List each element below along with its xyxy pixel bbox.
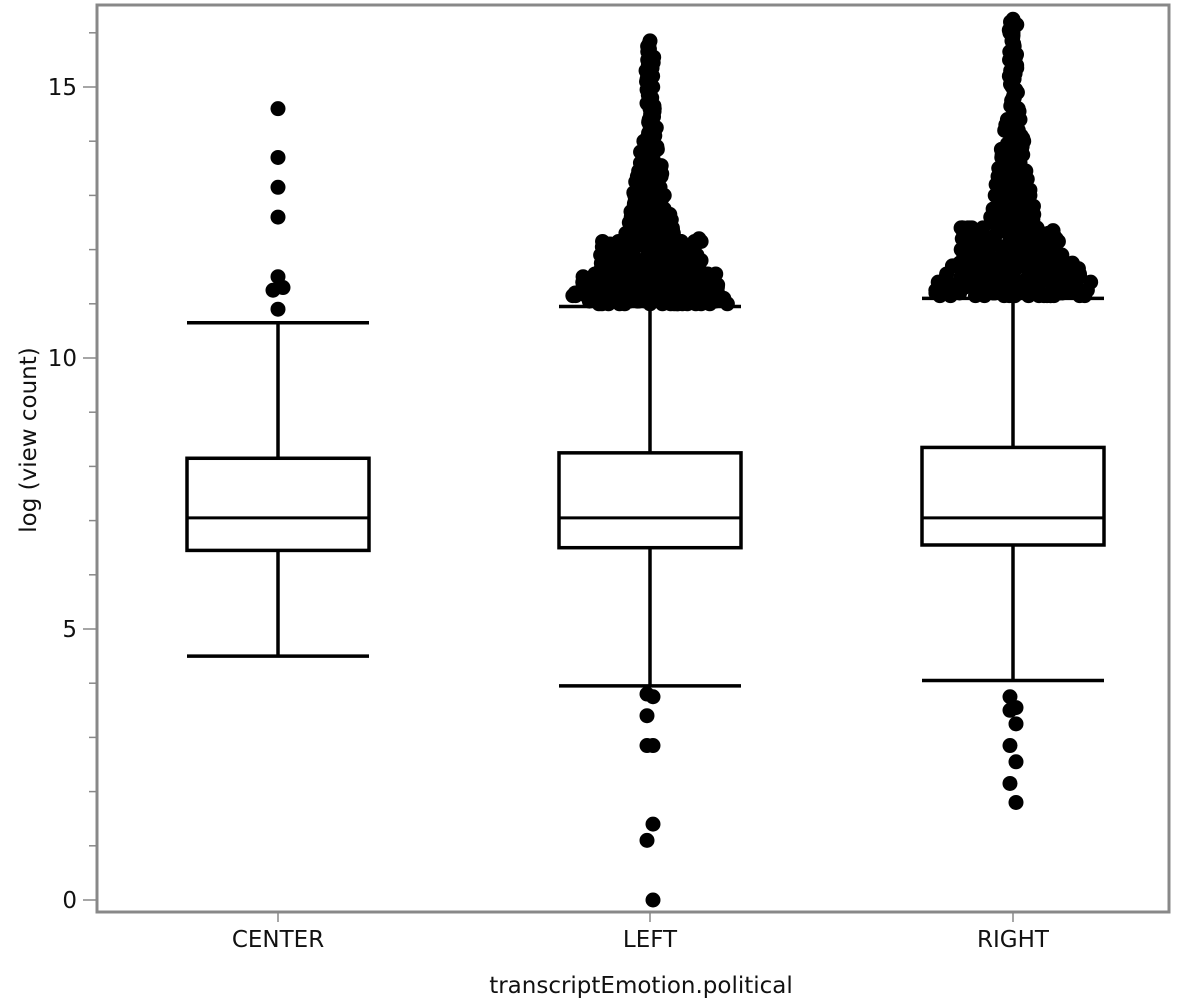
outlier-point (708, 266, 724, 282)
outlier-point (639, 708, 655, 724)
iqr-box (920, 445, 1106, 547)
box-left (557, 33, 743, 908)
outlier-point (1005, 68, 1021, 84)
outlier-point (1005, 177, 1021, 193)
outlier-point (639, 738, 655, 754)
outlier-point (1008, 716, 1024, 732)
outlier-point (1005, 166, 1021, 182)
outlier-point (1002, 738, 1018, 754)
outlier-point (642, 242, 658, 258)
y-axis-title: log (view count) (16, 347, 42, 532)
outlier-point (639, 832, 655, 848)
boxes-layer (185, 11, 1106, 908)
box-center (185, 101, 371, 658)
outlier-point (1005, 252, 1021, 268)
x-tick-label: CENTER (232, 927, 324, 953)
y-tick-label: 0 (62, 888, 77, 914)
plot-frame (95, 3, 1171, 914)
outlier-point (642, 133, 658, 149)
outlier-point (1045, 223, 1061, 239)
outlier-point (1005, 57, 1021, 73)
outlier-point (645, 816, 661, 832)
x-axis-title: transcriptEmotion.political (489, 973, 793, 999)
outlier-point (1005, 231, 1021, 247)
outlier-point (642, 209, 658, 225)
outlier-point (1005, 90, 1021, 106)
y-axis: 0 5 10 15 (48, 32, 97, 914)
outlier-point (642, 231, 658, 247)
iqr-box (557, 451, 743, 550)
outlier-point (642, 198, 658, 214)
outlier-point (642, 155, 658, 171)
iqr-box (185, 456, 371, 553)
y-tick-label: 5 (62, 617, 77, 643)
outlier-point (642, 60, 658, 76)
outlier-point (1005, 155, 1021, 171)
outlier-point (1002, 702, 1018, 718)
outlier-point (270, 301, 286, 317)
y-tick-label: 10 (48, 346, 77, 372)
y-tick-label: 15 (48, 75, 77, 101)
outlier-point (642, 33, 658, 49)
outlier-point (645, 689, 661, 705)
outlier-point (1005, 46, 1021, 62)
outlier-point (642, 177, 658, 193)
outlier-point (1008, 754, 1024, 770)
x-tick-label: LEFT (623, 927, 678, 953)
outlier-point (642, 263, 658, 279)
outlier-point (1005, 242, 1021, 258)
box-right (920, 11, 1106, 810)
outlier-point (270, 209, 286, 225)
outlier-point (1005, 101, 1021, 117)
outlier-point (645, 892, 661, 908)
outlier-point (642, 122, 658, 138)
outlier-point (642, 166, 658, 182)
outlier-point (1005, 209, 1021, 225)
outlier-point (642, 112, 658, 128)
x-axis: CENTER LEFT RIGHT (232, 912, 1050, 953)
outlier-point (1005, 263, 1021, 279)
outlier-point (1005, 144, 1021, 160)
outlier-point (642, 101, 658, 117)
outlier-point (1005, 198, 1021, 214)
outlier-point (642, 252, 658, 268)
outlier-point (1005, 187, 1021, 203)
outlier-point (642, 187, 658, 203)
outlier-point (962, 220, 978, 236)
outlier-point (1005, 122, 1021, 138)
outlier-point (595, 233, 611, 249)
outlier-point (265, 282, 281, 298)
outlier-point (1005, 112, 1021, 128)
outlier-point (575, 269, 591, 285)
outlier-point (1008, 794, 1024, 810)
outlier-point (642, 220, 658, 236)
x-tick-label: RIGHT (977, 927, 1050, 953)
outlier-point (1005, 11, 1021, 27)
outlier-point (1005, 25, 1021, 41)
outlier-point (642, 144, 658, 160)
outlier-point (270, 149, 286, 165)
outlier-point (642, 79, 658, 95)
outlier-point (1005, 220, 1021, 236)
outlier-point (1005, 79, 1021, 95)
outlier-point (691, 231, 707, 247)
outlier-point (270, 101, 286, 117)
outlier-point (1002, 775, 1018, 791)
outlier-point (1005, 133, 1021, 149)
outlier-point (270, 179, 286, 195)
outlier-point (1005, 36, 1021, 52)
